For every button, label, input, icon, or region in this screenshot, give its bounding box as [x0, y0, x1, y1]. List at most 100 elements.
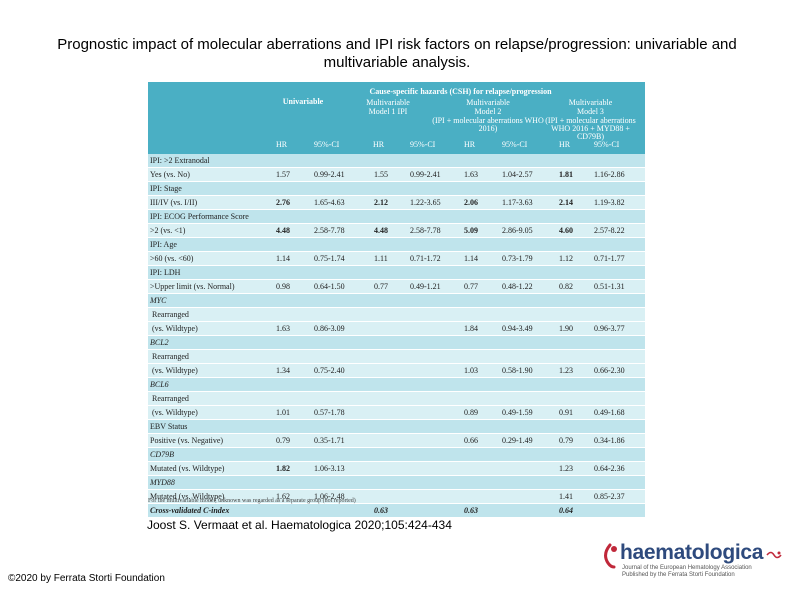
hr-value: 4.48 [276, 226, 290, 235]
ci-value: 2.86-9.05 [502, 226, 533, 235]
hr-value: 1.57 [276, 170, 290, 179]
ci-value: 0.96-3.77 [594, 324, 625, 333]
ci-value: 0.51-1.31 [594, 282, 625, 291]
ci-value: 0.29-1.49 [502, 436, 533, 445]
ci-value: 0.85-2.37 [594, 492, 625, 501]
model1-line2: Model 1 IPI [368, 107, 408, 116]
ci-value: 1.17-3.63 [502, 198, 533, 207]
hr-value: 0.98 [276, 282, 290, 291]
hr-value: 1.84 [464, 324, 478, 333]
table-row: (vs. Wildtype) 1.34 0.75-2.40 1.03 0.58-1.90… [148, 364, 645, 378]
row-label: Mutated (vs. Wildtype) [150, 492, 225, 501]
row-label: MYD88 [150, 478, 175, 487]
row-label: (vs. Wildtype) [152, 366, 198, 375]
row-label: (vs. Wildtype) [152, 324, 198, 333]
table-header: Cause-specific hazards (CSH) for relapse… [148, 82, 645, 154]
ci-value: 1.22-3.65 [410, 198, 441, 207]
hr-value: 1.63 [464, 170, 478, 179]
table-row: Positive (vs. Negative) 0.79 0.35-1.71 0.66… [148, 434, 645, 448]
ci-value: 0.73-1.79 [502, 254, 533, 263]
table-row: Rearranged [148, 392, 645, 406]
haematologica-logo: haematologica Journal of the European He… [598, 541, 788, 581]
hr-value: 2.14 [559, 198, 573, 207]
row-label: Mutated (vs. Wildtype) [150, 464, 225, 473]
row-label: IPI: LDH [150, 268, 181, 277]
logo-mark-icon [604, 543, 617, 569]
hr-value: 1.55 [374, 170, 388, 179]
hr-value: 1.03 [464, 366, 478, 375]
table-row: (vs. Wildtype) 1.63 0.86-3.09 1.84 0.94-3.49… [148, 322, 645, 336]
ci-value: 1.65-4.63 [314, 198, 345, 207]
logo-tagline-1: Journal of the European Hematology Assoc… [622, 565, 752, 571]
hr-value: 1.62 [276, 492, 290, 501]
row-label: BCL6 [150, 380, 169, 389]
row-label: Cross-validated C-index [150, 506, 230, 515]
model2-line2: Model 2 [474, 107, 502, 116]
table-row: Rearranged [148, 350, 645, 364]
row-label: Positive (vs. Negative) [150, 436, 224, 445]
ci-value: 0.99-2.41 [410, 170, 441, 179]
hr-value: 1.14 [464, 254, 478, 263]
logo-tagline-2: Published by the Ferrata Storti Foundati… [622, 572, 735, 578]
col-hr-uni: HR [276, 140, 288, 149]
ci-value: 0.66-2.30 [594, 366, 625, 375]
table-row: IPI: Age [148, 238, 645, 252]
ci-value: 0.94-3.49 [502, 324, 533, 333]
hr-value: 1.41 [559, 492, 573, 501]
results-table: Cause-specific hazards (CSH) for relapse… [148, 82, 645, 518]
hr-value: 2.12 [374, 198, 388, 207]
table-row: IPI: >2 Extranodal [148, 154, 645, 168]
copyright: ©2020 by Ferrata Storti Foundation [8, 573, 165, 584]
table-footnote: For the multivariable model, unknown was… [148, 498, 356, 504]
super-header: Cause-specific hazards (CSH) for relapse… [369, 87, 552, 96]
hr-value: 1.34 [276, 366, 290, 375]
row-label: Rearranged [152, 394, 189, 403]
hr-value: 1.01 [276, 408, 290, 417]
model1-line1: Multivariable [366, 98, 410, 107]
table-row: Yes (vs. No) 1.57 0.99-2.41 1.55 0.99-2.41 1.… [148, 168, 645, 182]
citation: Joost S. Vermaat et al. Haematologica 20… [147, 518, 452, 532]
ci-value: 1.16-2.86 [594, 170, 625, 179]
table-row: >2 (vs. <1) 4.48 2.58-7.78 4.48 2.58-7.78 5.0… [148, 224, 645, 238]
col-hr-m3: HR [559, 140, 571, 149]
row-label: BCL2 [150, 338, 169, 347]
table-row: BCL2 [148, 336, 645, 350]
hr-value: 1.23 [559, 464, 573, 473]
ci-value: 0.71-1.77 [594, 254, 625, 263]
ci-value: 0.86-3.09 [314, 324, 345, 333]
ci-value: 0.64-2.36 [594, 464, 625, 473]
table-row: Cross-validated C-index 0.63 0.63 0.64 [148, 504, 645, 518]
row-label: III/IV (vs. I/II) [150, 198, 198, 207]
ci-value: 1.06-3.13 [314, 464, 345, 473]
model2-line3: (IPI + molecular aberrations WHO 2016) [432, 116, 544, 133]
table-row: IPI: ECOG Performance Score [148, 210, 645, 224]
table-row: Mutated (vs. Wildtype) 1.82 1.06-3.13 1.23 0… [148, 462, 645, 476]
row-label: >2 (vs. <1) [150, 226, 186, 235]
row-label: >60 (vs. <60) [150, 254, 194, 263]
hr-value: 0.77 [374, 282, 388, 291]
ci-value: 1.06-2.48 [314, 492, 345, 501]
hr-value: 0.64 [559, 506, 573, 515]
row-label: EBV Status [150, 422, 188, 431]
col-ci-m2: 95%-CI [502, 140, 528, 149]
table-row: CD79B [148, 448, 645, 462]
col-ci-m1: 95%-CI [410, 140, 436, 149]
hr-value: 1.23 [559, 366, 573, 375]
ci-value: 1.04-2.57 [502, 170, 533, 179]
slide-title: Prognostic impact of molecular aberratio… [57, 36, 737, 71]
ci-value: 2.58-7.78 [314, 226, 345, 235]
hr-value: 0.66 [464, 436, 478, 445]
ci-value: 0.34-1.86 [594, 436, 625, 445]
table-row: Mutated (vs. Wildtype) 1.62 1.06-2.48 1.41 0… [148, 490, 645, 504]
table-row: BCL6 [148, 378, 645, 392]
ci-value: 0.64-1.50 [314, 282, 345, 291]
ci-value: 0.99-2.41 [314, 170, 345, 179]
hr-value: 0.89 [464, 408, 478, 417]
table-row: Rearranged [148, 308, 645, 322]
hr-value: 1.63 [276, 324, 290, 333]
ci-value: 0.71-1.72 [410, 254, 441, 263]
hr-value: 5.09 [464, 226, 478, 235]
hr-value: 0.91 [559, 408, 573, 417]
ci-value: 2.57-8.22 [594, 226, 625, 235]
logo-flourish-icon [766, 551, 782, 559]
